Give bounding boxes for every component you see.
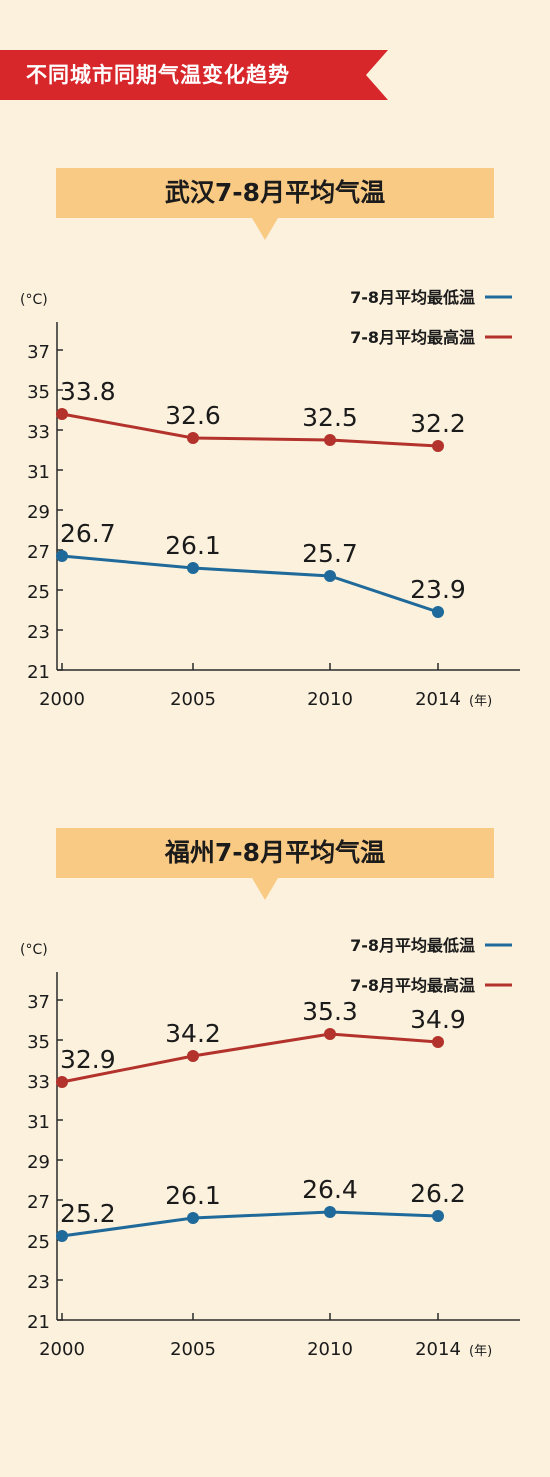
data-label: 25.7 xyxy=(302,539,358,568)
y-tick-label: 31 xyxy=(27,462,50,483)
data-point xyxy=(187,432,199,444)
y-tick-label: 37 xyxy=(27,992,50,1013)
page-title: 不同城市同期气温变化趋势 xyxy=(26,63,290,87)
line-chart-svg: 21 23 25 27 29 31 33 35 37 (°C) 2000 2005 2010 2014 (年… xyxy=(20,288,520,710)
y-axis-unit: (°C) xyxy=(20,292,48,308)
data-point xyxy=(187,1212,199,1224)
data-point xyxy=(187,1050,199,1062)
legend-label: 7-8月平均最低温 xyxy=(350,288,475,307)
y-tick-label: 33 xyxy=(27,1072,50,1093)
y-tick-label: 27 xyxy=(27,542,50,563)
y-tick-label: 23 xyxy=(27,1272,50,1293)
data-label: 32.9 xyxy=(60,1045,116,1074)
y-tick-label: 37 xyxy=(27,342,50,363)
banner-shape xyxy=(0,50,388,100)
y-tick-label: 31 xyxy=(27,1112,50,1133)
series-line xyxy=(61,1032,439,1084)
data-point xyxy=(432,1036,444,1048)
y-axis-unit: (°C) xyxy=(20,942,48,958)
y-tick-label: 29 xyxy=(27,1152,50,1173)
data-label: 26.1 xyxy=(165,531,221,560)
x-axis-unit: (年) xyxy=(469,1344,492,1359)
y-tick-label: 23 xyxy=(27,622,50,643)
data-label: 26.2 xyxy=(410,1179,466,1208)
legend-label: 7-8月平均最高温 xyxy=(350,328,475,347)
y-tick-label: 21 xyxy=(27,1312,50,1333)
y-tick-label: 21 xyxy=(27,662,50,683)
data-label: 35.3 xyxy=(302,997,358,1026)
y-tick-label: 25 xyxy=(27,582,50,603)
series-line xyxy=(61,412,439,448)
data-point xyxy=(432,1210,444,1222)
data-label: 33.8 xyxy=(60,377,116,406)
data-point xyxy=(324,570,336,582)
y-tick-label: 33 xyxy=(27,422,50,443)
x-tick-label: 2014 xyxy=(415,1339,461,1360)
x-tick-label: 2000 xyxy=(39,1339,85,1360)
data-label: 32.5 xyxy=(302,403,358,432)
data-point xyxy=(56,550,68,562)
data-point xyxy=(56,408,68,420)
data-label: 26.1 xyxy=(165,1181,221,1210)
line-chart-svg: 21 23 25 27 29 31 33 35 37 (°C) 2000 2005 2010 2014 (年… xyxy=(20,936,520,1360)
x-tick-label: 2014 xyxy=(415,689,461,710)
legend-label: 7-8月平均最低温 xyxy=(350,936,475,955)
data-label: 34.9 xyxy=(410,1005,466,1034)
y-tick-label: 25 xyxy=(27,1232,50,1253)
data-label: 23.9 xyxy=(410,575,466,604)
data-label: 26.4 xyxy=(302,1175,358,1204)
chart-1-title: 武汉7-8月平均气温 xyxy=(56,168,494,240)
y-tick-label: 35 xyxy=(27,382,50,403)
x-tick-label: 2010 xyxy=(307,689,353,710)
data-point xyxy=(187,562,199,574)
data-point xyxy=(432,440,444,452)
x-axis-unit: (年) xyxy=(469,694,492,709)
series-line xyxy=(61,554,439,614)
x-tick-label: 2010 xyxy=(307,1339,353,1360)
data-label: 34.2 xyxy=(165,1019,221,1048)
y-tick-label: 35 xyxy=(27,1032,50,1053)
legend-label: 7-8月平均最高温 xyxy=(350,976,475,995)
chart-2-title: 福州7-8月平均气温 xyxy=(56,828,494,900)
data-point xyxy=(324,434,336,446)
data-point xyxy=(56,1076,68,1088)
x-tick-label: 2000 xyxy=(39,689,85,710)
data-label: 26.7 xyxy=(60,519,116,548)
chart-fuzhou: 21 23 25 27 29 31 33 35 37 (°C) 2000 2005 2010 2014 (年… xyxy=(0,920,550,1390)
data-point xyxy=(56,1230,68,1242)
data-point xyxy=(432,606,444,618)
chart-wuhan: 21 23 25 27 29 31 33 35 37 (°C) 2000 2005 2010 2014 (年… xyxy=(0,270,550,740)
x-tick-label: 2005 xyxy=(170,689,216,710)
data-point xyxy=(324,1206,336,1218)
header-banner: 不同城市同期气温变化趋势 xyxy=(0,50,388,100)
data-label: 32.6 xyxy=(165,401,221,430)
series-line xyxy=(61,1210,439,1238)
y-tick-label: 27 xyxy=(27,1192,50,1213)
data-label: 32.2 xyxy=(410,409,466,438)
y-tick-label: 29 xyxy=(27,502,50,523)
x-tick-label: 2005 xyxy=(170,1339,216,1360)
data-label: 25.2 xyxy=(60,1199,116,1228)
data-point xyxy=(324,1028,336,1040)
